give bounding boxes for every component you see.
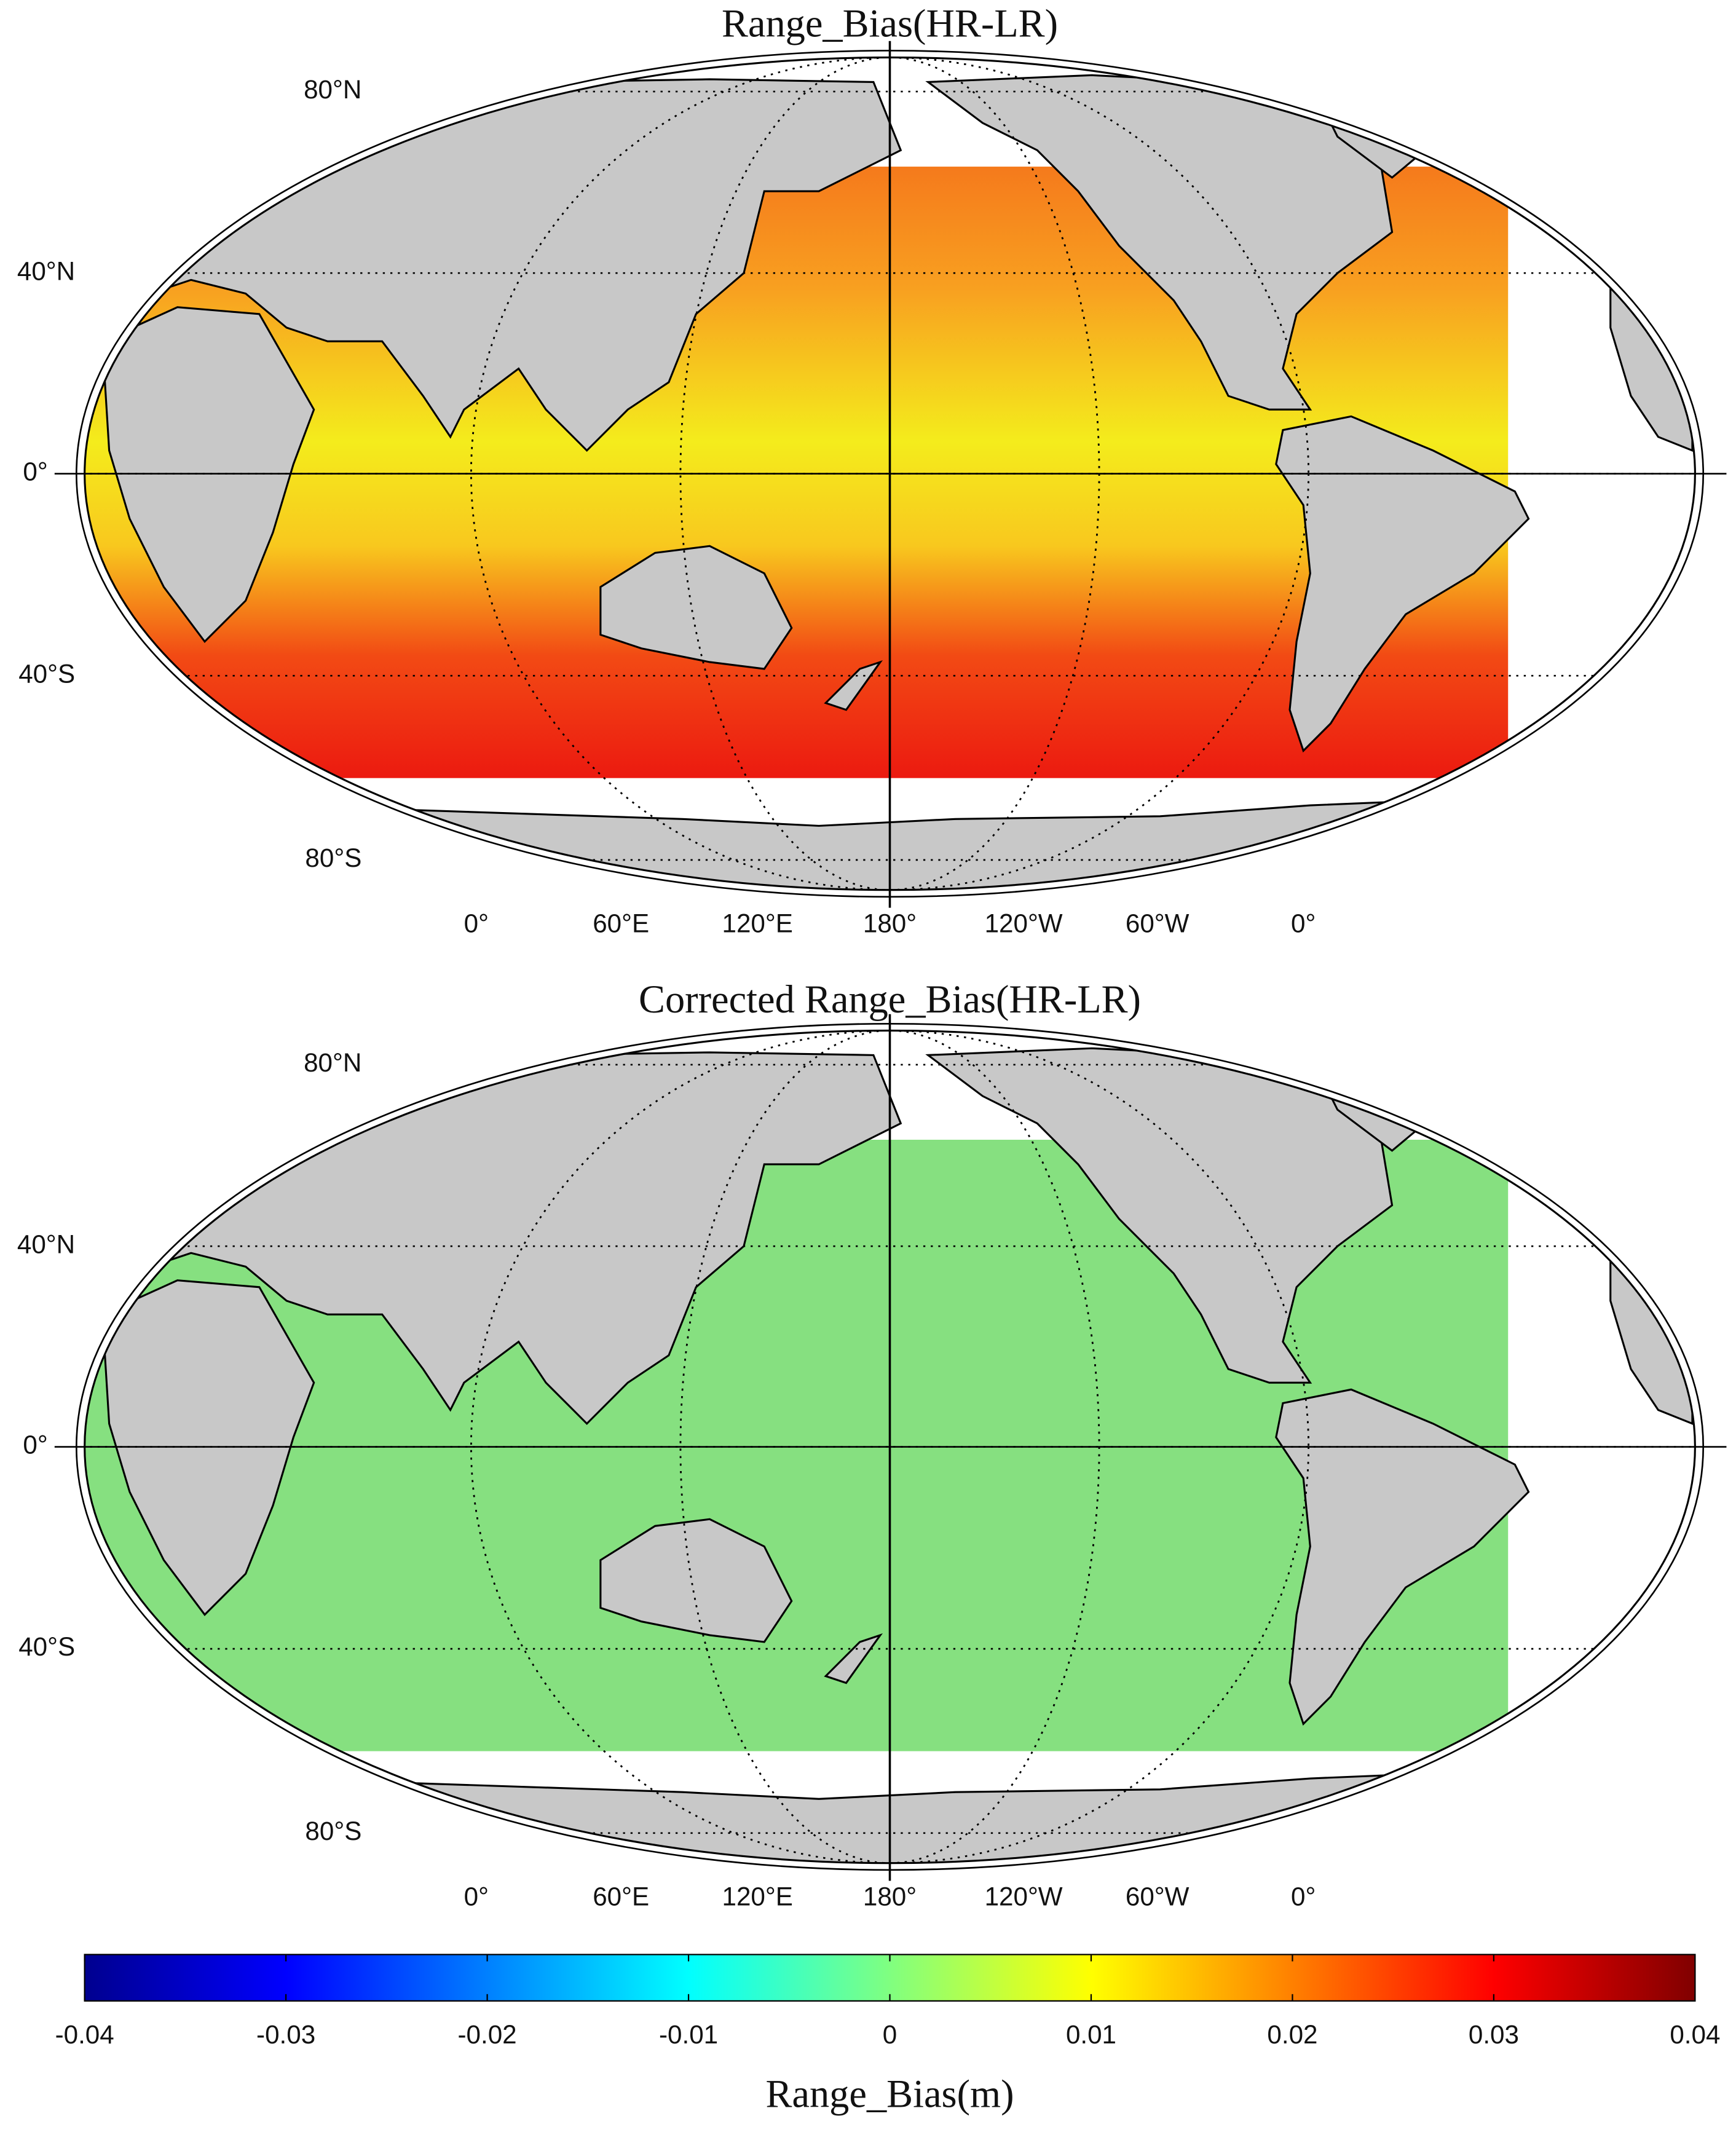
lat-label: 0° (23, 1431, 47, 1459)
lon-label: 60°E (593, 1882, 649, 1911)
land (1275, 415, 1530, 753)
colorbar-tick-label: -0.04 (55, 2020, 114, 2049)
lat-label: 80°S (305, 1817, 361, 1845)
colorbar-label: Range_Bias(m) (765, 2072, 1014, 2115)
colorbar-tick-label: -0.03 (256, 2020, 315, 2049)
colorbar-tick-label: 0.03 (1469, 2020, 1519, 2049)
lat-label: 40°N (17, 256, 75, 285)
lat-label: 40°S (18, 659, 75, 688)
map-body (84, 1030, 1695, 1863)
map-title: Range_Bias(HR-LR) (722, 1, 1058, 45)
map-body (84, 57, 1695, 890)
land (84, 797, 1694, 890)
lat-label: 80°N (304, 75, 361, 104)
lon-label: 120°E (722, 909, 792, 938)
lon-label: 120°W (985, 909, 1063, 938)
lon-label: 180° (863, 1882, 917, 1911)
map: Corrected Range_Bias(HR-LR) 80°N 40°N 0° 40°… (17, 977, 1727, 1911)
lat-label: 0° (23, 457, 47, 486)
land (599, 1518, 793, 1643)
lon-label: 60°W (1126, 909, 1190, 938)
land (824, 660, 883, 711)
colorbar-tick-label: -0.01 (659, 2020, 718, 2049)
lon-label: 0° (1291, 909, 1316, 938)
colorbar-tick-label: 0 (883, 2020, 897, 2049)
lon-label: 180° (863, 909, 917, 938)
colorbar-tick-label: 0.02 (1267, 2020, 1317, 2049)
colorbar-tick-label: 0.01 (1066, 2020, 1116, 2049)
colorbar-tick-label: -0.02 (458, 2020, 517, 2049)
land (1275, 1388, 1530, 1726)
land (599, 545, 793, 670)
land (824, 1633, 883, 1684)
lon-label: 60°W (1126, 1882, 1190, 1911)
lon-label: 0° (464, 909, 489, 938)
lon-label: 60°E (593, 909, 649, 938)
lat-label: 40°N (17, 1229, 75, 1258)
colorbar-tick-label: 0.04 (1670, 2020, 1720, 2049)
lat-label: 40°S (18, 1632, 75, 1661)
lon-label: 120°E (722, 1882, 792, 1911)
lon-label: 120°W (985, 1882, 1063, 1911)
lat-label: 80°N (304, 1048, 361, 1077)
colorbar (84, 1954, 1696, 2002)
lat-label: 80°S (305, 843, 361, 872)
land (84, 1770, 1694, 1863)
map-title: Corrected Range_Bias(HR-LR) (639, 977, 1141, 1021)
map: Range_Bias(HR-LR) 80°N 40°N 0° 40°S 80°S 0° 60°… (17, 1, 1727, 938)
lon-label: 0° (464, 1882, 489, 1911)
lon-label: 0° (1291, 1882, 1316, 1911)
